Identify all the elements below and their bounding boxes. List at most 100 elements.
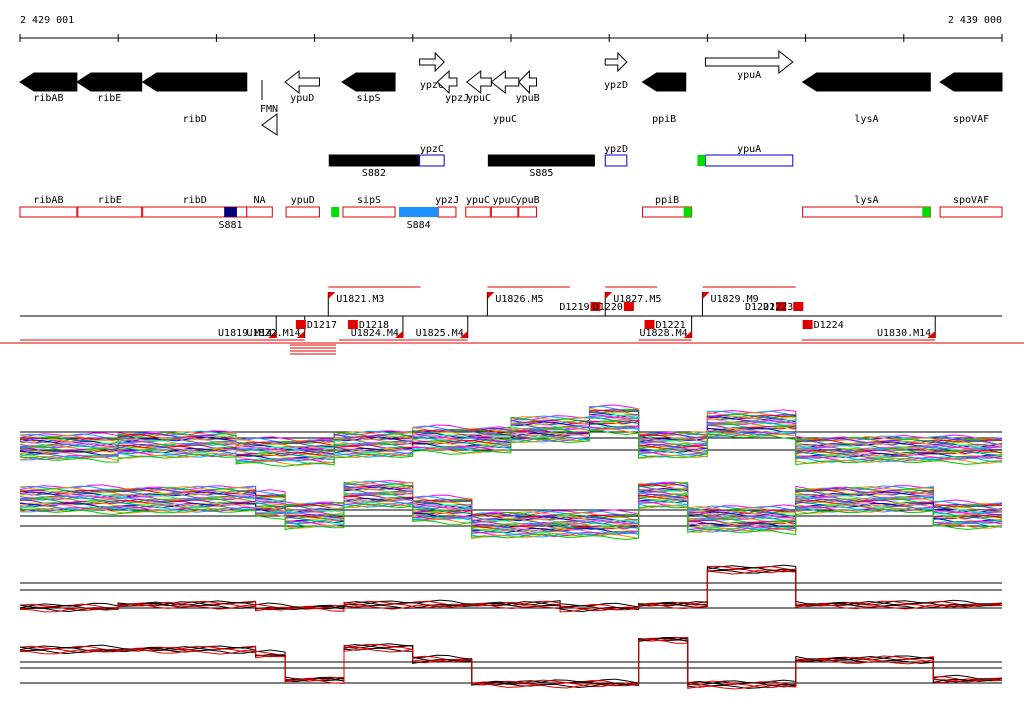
gene-label: ribE	[97, 93, 121, 104]
gene-label: ribD	[183, 114, 207, 125]
annotation-label: ypzD	[604, 144, 628, 155]
gene-arrow	[284, 69, 320, 95]
segment-lower-label: U1824.M4	[351, 328, 399, 339]
transcript-box	[19, 206, 78, 218]
transcript-box	[490, 206, 519, 218]
breakpoint-lower-box	[644, 320, 655, 329]
transcript-label: ypuB	[516, 195, 540, 206]
expression-trace	[19, 636, 1003, 689]
breakpoint-lower-box	[802, 320, 813, 329]
annotation-box	[487, 154, 595, 167]
breakpoint-lower-box	[295, 320, 306, 329]
annotation-label: ypzC	[420, 144, 444, 155]
transcript-green-mark	[922, 207, 931, 217]
expression-trace	[20, 430, 1003, 467]
gene-arrow	[641, 72, 687, 92]
ruler-start-label: 2 429 001	[20, 15, 74, 26]
breakpoint-lower-label: D1224	[814, 320, 844, 331]
segment-lower-label: U1828.M4	[639, 328, 687, 339]
expression-panel-4	[19, 636, 1003, 690]
breakpoint-upper-label: D1220	[593, 302, 623, 313]
gene-label: spoVAF	[953, 114, 989, 125]
expression-panel-1	[19, 404, 1003, 467]
segment-lower-corner	[459, 331, 468, 338]
expression-trace	[19, 498, 1003, 535]
gene-arrow	[141, 72, 248, 92]
gene-arrow	[465, 69, 492, 95]
expression-trace	[19, 637, 1003, 689]
segment-upper-corner	[605, 292, 613, 299]
transcript-box	[77, 206, 143, 218]
expression-trace	[19, 564, 1003, 609]
transcript-label: ribAB	[33, 195, 63, 206]
transcript-mark-label: S884	[407, 220, 431, 231]
expression-trace	[19, 638, 1003, 690]
segment-lower-label: U1830.M14	[877, 328, 931, 339]
segment-upper-label: U1827.M5	[613, 294, 661, 305]
annotation-label: S882	[362, 168, 386, 179]
transcript-green-mark	[331, 207, 340, 217]
breakpoint-upper-label: D1222	[745, 302, 775, 313]
segment-lower-corner	[683, 331, 692, 338]
breakpoint-lower-label: D1218	[359, 320, 389, 331]
annotation-green-mark	[697, 155, 706, 166]
annotation-box	[328, 154, 420, 167]
transcript-box	[465, 206, 491, 218]
transcript-label: sipS	[357, 195, 381, 206]
gene-arrow	[490, 69, 520, 95]
segment-lower-label: U1819.M14	[218, 328, 272, 339]
expression-trace	[19, 569, 1003, 613]
expression-trace	[19, 568, 1003, 612]
segment-upper-label: U1826.M5	[495, 294, 543, 305]
segment-upper-corner	[487, 292, 495, 299]
transcript-label: ribD	[183, 195, 207, 206]
annotation-track: S882 ypzC S885 ypzD ypuA	[328, 144, 794, 179]
expression-panels	[19, 404, 1003, 690]
gene-label: ribAB	[33, 93, 63, 104]
gene-arrow	[419, 51, 445, 73]
transcript-green-mark	[683, 207, 692, 217]
transcript-label: ribE	[98, 195, 122, 206]
transcript-label: ypuC	[493, 195, 517, 206]
annotation-label: S885	[529, 168, 553, 179]
ruler-end-label: 2 439 000	[948, 15, 1002, 26]
segment-lower-label: U1822.M14	[247, 328, 301, 339]
transcript-label: lysA	[854, 195, 878, 206]
expression-trace	[20, 503, 1003, 541]
riboswitch: FMN	[260, 80, 278, 136]
transcript-label: ypzJ	[435, 195, 459, 206]
transcript-label: ppiB	[655, 195, 679, 206]
gene-label: ypzD	[604, 80, 628, 91]
breakpoint-upper-box	[776, 302, 787, 311]
transcript-box	[285, 206, 320, 218]
expression-trace	[19, 636, 1003, 686]
segment-lower-corner	[927, 331, 936, 338]
breakpoint-lower-label: D1221	[656, 320, 686, 331]
breakpoint-upper-label: D1219	[559, 302, 589, 313]
gene-label: ypuC	[467, 93, 491, 104]
transcript-box	[939, 206, 1003, 218]
segment-upper-label: U1829.M9	[710, 294, 758, 305]
breakpoint-upper-box	[590, 302, 601, 311]
expression-trace	[19, 482, 1003, 520]
expression-trace	[19, 483, 1003, 520]
transcript-mark-label: S881	[219, 220, 243, 231]
breakpoint-extra-box	[793, 302, 804, 311]
gene-label: ppiB	[652, 114, 676, 125]
coordinate-ruler: 2 429 001 2 439 000	[19, 15, 1003, 42]
transcript-box	[342, 206, 396, 218]
gene-arrow	[704, 49, 794, 75]
riboswitch-icon	[261, 113, 278, 136]
segment-lower-corner	[394, 331, 403, 338]
gene-arrow	[604, 51, 628, 73]
riboswitch-label: FMN	[260, 104, 278, 115]
expression-panel-3	[19, 564, 1003, 613]
segment-lower-corner	[268, 331, 277, 338]
transcript-mark	[398, 207, 439, 217]
transcript-label: NA	[254, 195, 266, 206]
segment-track: U1821.M3 U1826.M5 U1827.M5 U1829.M9 U1819.M1…	[0, 286, 1024, 355]
annotation-box	[419, 154, 445, 167]
